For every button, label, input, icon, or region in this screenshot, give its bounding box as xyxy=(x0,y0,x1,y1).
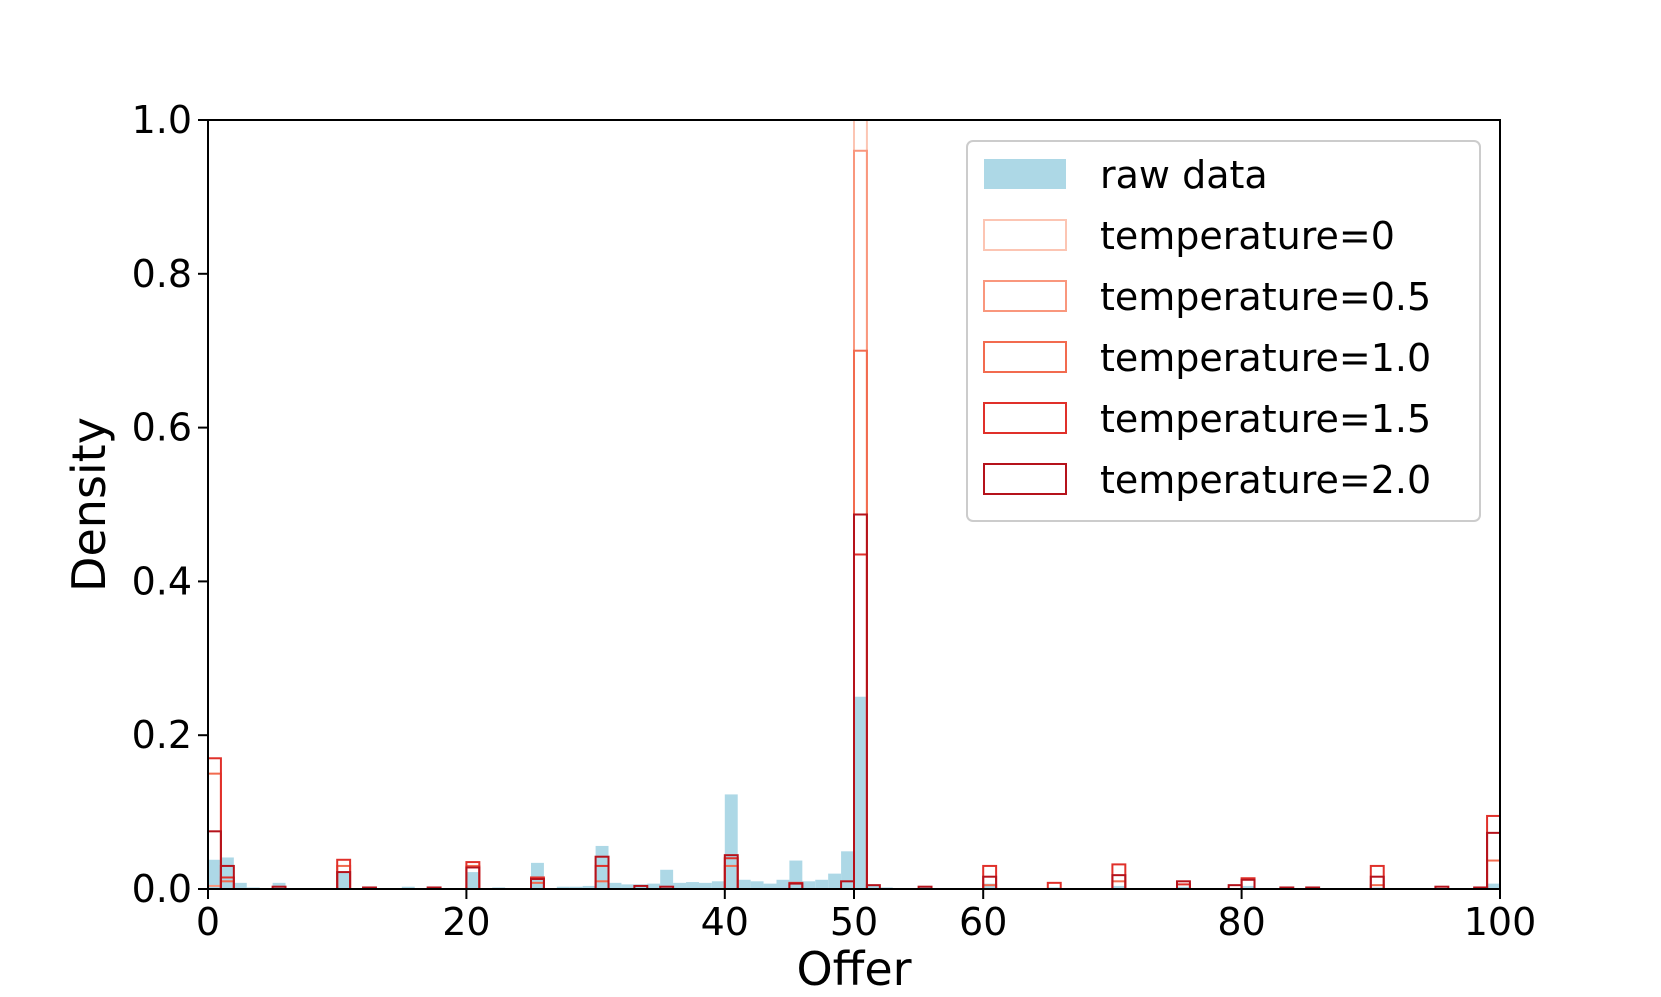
histogram-bar xyxy=(595,845,609,889)
histogram-bar xyxy=(763,883,777,889)
histogram-bar xyxy=(401,886,415,889)
legend-swatch xyxy=(983,341,1067,373)
legend-label: temperature=1.0 xyxy=(1100,336,1431,380)
y-tick-label: 0.0 xyxy=(132,867,192,911)
histogram-bar xyxy=(465,866,481,889)
y-tick-label: 0.6 xyxy=(132,406,192,450)
y-tick-label: 0.8 xyxy=(132,252,192,296)
x-tick-label: 100 xyxy=(1464,900,1537,944)
histogram-bar xyxy=(1486,814,1500,889)
histogram-bar xyxy=(750,881,764,889)
histogram-bar xyxy=(724,794,738,889)
histogram-bar xyxy=(531,862,544,889)
legend-frame xyxy=(966,140,1481,522)
histogram-bar xyxy=(1111,863,1127,889)
histogram-bar xyxy=(556,886,570,889)
x-axis-label: Offer xyxy=(796,942,911,996)
legend-label: temperature=1.5 xyxy=(1100,397,1431,441)
y-axis-ticks: 0.0 0.2 0.4 0.6 0.8 1.0 xyxy=(132,98,208,911)
histogram-bar xyxy=(698,882,712,889)
histogram-bar xyxy=(337,872,351,889)
legend-swatch xyxy=(983,219,1067,251)
y-tick-label: 0.4 xyxy=(132,559,192,603)
legend-label: temperature=0.5 xyxy=(1100,275,1431,319)
histogram-bar xyxy=(1241,885,1255,889)
histogram-bar xyxy=(802,881,816,889)
histogram-bar xyxy=(853,513,868,889)
histogram-bar xyxy=(1487,883,1500,889)
x-tick-label: 20 xyxy=(442,900,490,944)
histogram-bar xyxy=(723,854,739,889)
x-tick-label: 60 xyxy=(959,900,1007,944)
legend-swatch xyxy=(983,402,1067,434)
histogram-bar xyxy=(788,882,804,889)
legend-label: raw data xyxy=(1100,153,1268,197)
histogram-bar xyxy=(220,857,234,889)
histogram-bar xyxy=(1369,875,1385,889)
legend-swatch xyxy=(983,463,1067,495)
histogram-bar xyxy=(776,879,790,889)
histogram-bar xyxy=(233,882,247,889)
histogram-bar xyxy=(208,830,222,889)
histogram-bar xyxy=(594,855,610,889)
histogram-bar xyxy=(983,883,997,889)
legend-label: temperature=0 xyxy=(1100,214,1395,258)
histogram-bar xyxy=(789,860,803,889)
histogram-bar xyxy=(633,884,649,889)
histogram-bar xyxy=(711,881,725,889)
histogram-bar xyxy=(1177,886,1190,889)
legend: raw data temperature=0 temperature=0.5 temp… xyxy=(966,140,1481,522)
histogram-bar xyxy=(208,757,222,889)
x-tick-label: 50 xyxy=(830,900,878,944)
histogram-bar xyxy=(865,884,881,889)
x-tick-label: 0 xyxy=(196,900,220,944)
histogram-bar xyxy=(918,886,932,889)
y-tick-label: 1.0 xyxy=(132,98,192,142)
histogram-bar xyxy=(673,882,687,889)
histogram-bar xyxy=(1111,874,1127,889)
histogram-bar xyxy=(608,882,622,889)
histogram-bar xyxy=(686,882,699,889)
x-tick-label: 40 xyxy=(701,900,749,944)
histogram-bar xyxy=(1046,881,1062,889)
histogram-bar xyxy=(841,851,854,889)
histogram-bar xyxy=(866,884,880,889)
legend-swatch xyxy=(984,159,1066,189)
legend-label: temperature=2.0 xyxy=(1100,458,1431,502)
x-axis-ticks: 0 20 40 50 60 80 100 xyxy=(196,889,1536,944)
series-temperature-0-5 xyxy=(208,149,868,889)
histogram-bar xyxy=(815,879,829,889)
y-axis-label: Density xyxy=(62,417,116,592)
histogram-bar xyxy=(621,884,635,889)
histogram-bar xyxy=(647,883,661,889)
histogram-bar xyxy=(208,859,221,889)
histogram-bar xyxy=(828,873,842,889)
histogram-bar xyxy=(854,696,867,889)
histogram-bar xyxy=(1112,885,1126,889)
legend-swatch xyxy=(983,280,1067,312)
histogram-bar xyxy=(660,869,674,889)
histogram-bar xyxy=(466,872,480,889)
x-tick-label: 80 xyxy=(1217,900,1265,944)
y-tick-label: 0.2 xyxy=(132,713,192,757)
histogram-bar xyxy=(737,879,751,889)
histogram-bar xyxy=(582,885,596,889)
series-temperature-2-0 xyxy=(208,513,1500,889)
histogram-bar xyxy=(569,886,583,889)
